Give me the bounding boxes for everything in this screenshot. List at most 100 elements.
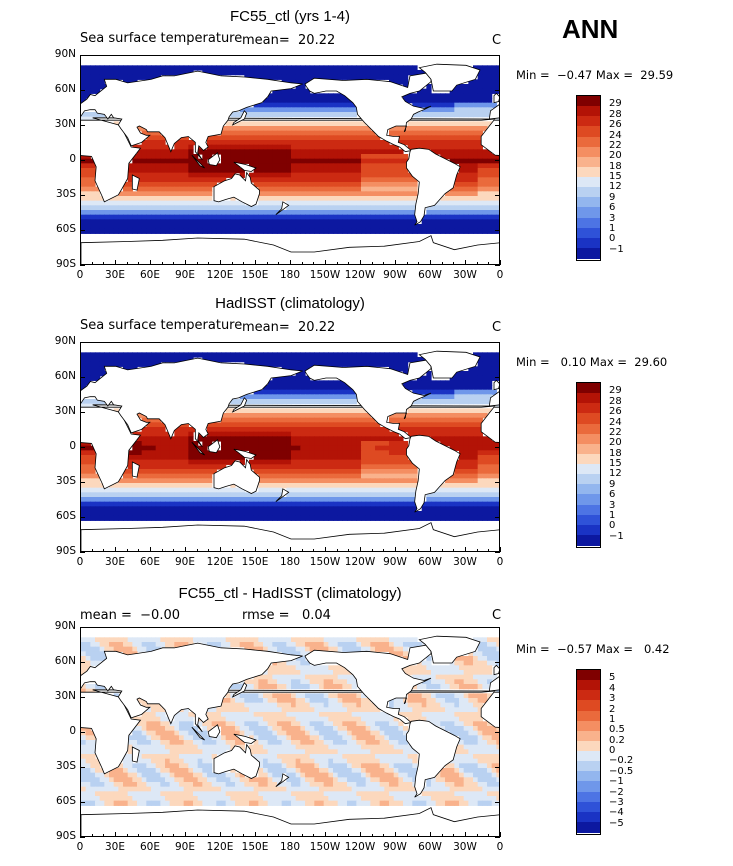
sst-cell <box>328 501 334 507</box>
sst-cell <box>407 352 413 358</box>
sst-cell <box>123 186 129 192</box>
sst-cell <box>221 140 227 146</box>
y-tick-mark <box>80 230 85 231</box>
sst-cell <box>375 168 381 174</box>
sst-cell <box>440 214 446 220</box>
sst-cell <box>81 357 87 363</box>
sst-cell <box>403 224 409 230</box>
sst-cell <box>403 210 409 216</box>
sst-cell <box>300 149 306 155</box>
sst-cell <box>300 140 306 146</box>
sst-cell <box>454 436 460 442</box>
sst-cell <box>477 431 483 437</box>
colorbar-segment <box>577 136 600 148</box>
y-tick-label: 30S <box>55 475 76 487</box>
sst-cell <box>132 168 138 174</box>
sst-cell <box>440 140 446 146</box>
sst-cell <box>95 112 101 118</box>
sst-cell <box>267 191 273 197</box>
sst-cell <box>403 473 409 479</box>
sst-cell <box>109 511 115 517</box>
sst-cell <box>235 450 241 456</box>
sst-cell <box>323 408 329 414</box>
sst-cell <box>491 352 497 358</box>
sst-cell <box>328 469 334 475</box>
sst-cell <box>393 191 399 197</box>
sst-cell <box>468 375 474 381</box>
sst-cell <box>263 455 269 461</box>
sst-cell <box>407 422 413 428</box>
sst-cell <box>351 186 357 192</box>
sst-cell <box>351 642 357 648</box>
sst-cell <box>319 469 325 475</box>
sst-cell <box>314 102 320 108</box>
sst-cell <box>244 511 250 517</box>
sst-cell <box>179 637 185 643</box>
sst-cell <box>454 375 460 381</box>
sst-cell <box>309 168 315 174</box>
x-tick-mark <box>465 260 466 265</box>
sst-cell <box>407 413 413 419</box>
sst-cell <box>263 158 269 164</box>
sst-cell <box>342 501 348 507</box>
sst-cell <box>272 126 278 132</box>
sst-cell <box>207 224 213 230</box>
sst-cell <box>314 65 320 71</box>
sst-cell <box>305 149 311 155</box>
sst-cell <box>375 637 381 643</box>
sst-cell <box>160 357 166 363</box>
sst-cell <box>291 163 297 169</box>
sst-cell <box>253 177 259 183</box>
sst-cell <box>174 441 180 447</box>
sst-cell <box>333 422 339 428</box>
sst-cell <box>295 214 301 220</box>
sst-cell <box>141 154 147 160</box>
sst-cell <box>291 126 297 132</box>
sst-cell <box>300 144 306 150</box>
sst-cell <box>235 427 241 433</box>
sst-cell <box>435 399 441 405</box>
sst-cell <box>281 385 287 391</box>
sst-cell <box>375 163 381 169</box>
sst-cell <box>207 191 213 197</box>
sst-cell <box>81 651 87 657</box>
sst-cell <box>155 506 161 512</box>
sst-cell <box>295 637 301 643</box>
sst-cell <box>403 427 409 433</box>
sst-cell <box>435 422 441 428</box>
sst-cell <box>253 182 259 188</box>
sst-cell <box>249 163 255 169</box>
sst-cell <box>95 492 101 498</box>
sst-cell <box>85 646 91 652</box>
sst-cell <box>463 422 469 428</box>
sst-cell <box>459 163 465 169</box>
sst-cell <box>239 149 245 155</box>
sst-cell <box>314 205 320 211</box>
sst-cell <box>169 487 175 493</box>
sst-cell <box>174 200 180 206</box>
x-tick-label: 60E <box>140 269 160 281</box>
sst-cell <box>174 144 180 150</box>
sst-cell <box>487 219 493 225</box>
sst-cell <box>370 361 376 367</box>
sst-cell <box>85 375 91 381</box>
sst-cell <box>295 79 301 85</box>
sst-cell <box>99 501 105 507</box>
sst-cell <box>412 126 418 132</box>
sst-cell <box>281 445 287 451</box>
sst-cell <box>165 478 171 484</box>
sst-cell <box>267 394 273 400</box>
x-minor-tick <box>313 262 315 265</box>
sst-cell <box>188 196 194 202</box>
sst-cell <box>314 469 320 475</box>
sst-cell <box>267 210 273 216</box>
sst-cell <box>272 361 278 367</box>
sst-cell <box>258 473 264 479</box>
sst-cell <box>300 408 306 414</box>
sst-cell <box>95 399 101 405</box>
sst-cell <box>295 422 301 428</box>
sst-cell <box>183 191 189 197</box>
sst-cell <box>193 182 199 188</box>
sst-cell <box>347 646 353 652</box>
sst-cell <box>211 219 217 225</box>
